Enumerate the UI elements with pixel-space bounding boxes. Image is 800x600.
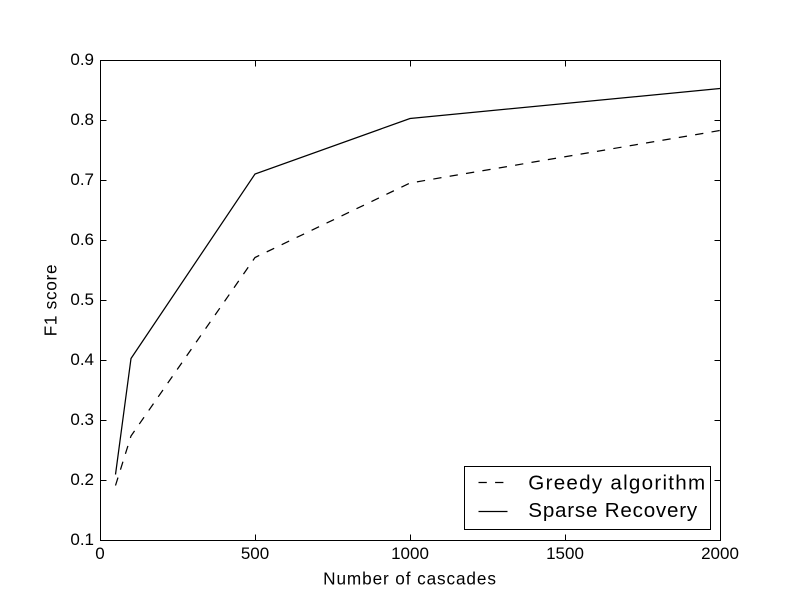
svg-text:2000: 2000 (701, 544, 739, 563)
svg-text:1500: 1500 (546, 544, 584, 563)
svg-text:0.5: 0.5 (70, 290, 94, 309)
svg-text:0.2: 0.2 (70, 470, 94, 489)
svg-text:0.4: 0.4 (70, 350, 94, 369)
svg-text:0.1: 0.1 (70, 530, 94, 549)
svg-text:0.7: 0.7 (70, 170, 94, 189)
svg-text:500: 500 (241, 544, 269, 563)
svg-text:0.9: 0.9 (70, 50, 94, 69)
svg-text:0.3: 0.3 (70, 410, 94, 429)
svg-text:Number of cascades: Number of cascades (323, 569, 497, 589)
svg-text:0: 0 (95, 544, 104, 563)
svg-text:Greedy algorithm: Greedy algorithm (528, 471, 706, 494)
svg-text:0.8: 0.8 (70, 110, 94, 129)
svg-text:Sparse Recovery: Sparse Recovery (528, 499, 698, 522)
svg-text:F1 score: F1 score (41, 264, 61, 337)
svg-text:1000: 1000 (391, 544, 429, 563)
svg-text:0.6: 0.6 (70, 230, 94, 249)
